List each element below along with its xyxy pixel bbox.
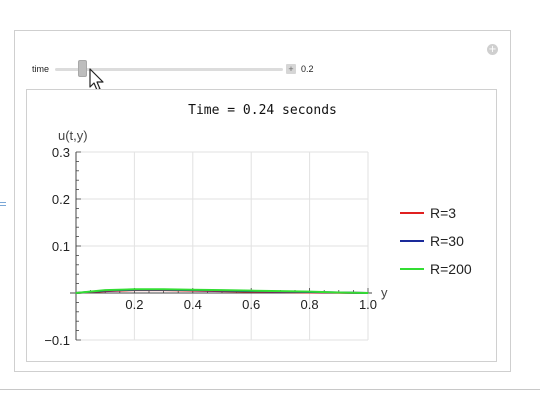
time-slider-value: 0.2 — [301, 64, 314, 74]
legend-swatch-r200 — [400, 268, 424, 270]
plot-frame — [26, 89, 497, 362]
window-divider — [0, 389, 540, 390]
cell-bracket-mark-2 — [0, 205, 6, 206]
y-tick-label-2: 0.2 — [52, 192, 70, 207]
time-slider-label: time — [32, 64, 50, 74]
legend-item-r3: R=3 — [400, 199, 472, 227]
series-2-point-7 — [279, 290, 281, 292]
x-axis-label: y — [381, 285, 388, 300]
legend-swatch-r30 — [400, 240, 424, 242]
series-2-point-0 — [75, 292, 77, 294]
legend-item-r200: R=200 — [400, 255, 472, 283]
chart-title: Time = 0.24 seconds — [188, 103, 337, 118]
series-2-point-5 — [221, 289, 223, 291]
series-2-point-6 — [250, 290, 252, 292]
x-tick-label-2: 0.6 — [242, 297, 260, 312]
legend-item-r30: R=30 — [400, 227, 472, 255]
x-tick-label-0: 0.2 — [125, 297, 143, 312]
slider-options-plus-icon[interactable]: + — [286, 64, 296, 74]
expand-plus-icon[interactable]: + — [487, 44, 498, 55]
time-slider-track[interactable] — [55, 68, 283, 71]
series-2-point-3 — [163, 288, 165, 290]
series-2-point-9 — [338, 291, 340, 294]
series-2-point-2 — [133, 288, 135, 290]
x-tick-label-3: 0.8 — [301, 297, 319, 312]
legend-label-r200: R=200 — [430, 261, 472, 277]
legend-swatch-r3 — [400, 212, 424, 214]
x-tick-label-1: 0.4 — [184, 297, 202, 312]
y-tick-label-1: 0.1 — [52, 239, 70, 254]
chart-legend: R=3 R=30 R=200 — [400, 199, 472, 283]
x-tick-label-4: 1.0 — [359, 297, 377, 312]
legend-label-r30: R=30 — [430, 233, 464, 249]
legend-label-r3: R=3 — [430, 205, 457, 221]
y-tick-label-0: −0.1 — [44, 333, 70, 348]
series-2-point-10 — [367, 292, 369, 294]
y-axis-label: u(t,y) — [58, 128, 88, 143]
cell-bracket-mark — [0, 202, 6, 203]
series-2-point-1 — [104, 289, 106, 291]
time-slider-thumb[interactable] — [78, 60, 88, 77]
series-2-point-8 — [309, 290, 311, 293]
series-2-point-4 — [192, 289, 194, 291]
y-tick-label-3: 0.3 — [52, 145, 70, 160]
